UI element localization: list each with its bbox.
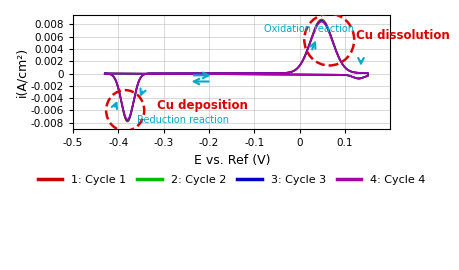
Text: Cu dissolution: Cu dissolution — [355, 29, 448, 42]
Text: Reduction reaction: Reduction reaction — [136, 115, 228, 125]
Text: Cu deposition: Cu deposition — [157, 99, 247, 112]
Text: Oxidation reaction: Oxidation reaction — [263, 24, 353, 34]
X-axis label: E vs. Ref (V): E vs. Ref (V) — [193, 154, 269, 167]
Y-axis label: i(A/cm²): i(A/cm²) — [15, 47, 28, 97]
Legend: 1: Cycle 1, 2: Cycle 2, 3: Cycle 3, 4: Cycle 4: 1: Cycle 1, 2: Cycle 2, 3: Cycle 3, 4: C… — [34, 171, 429, 190]
